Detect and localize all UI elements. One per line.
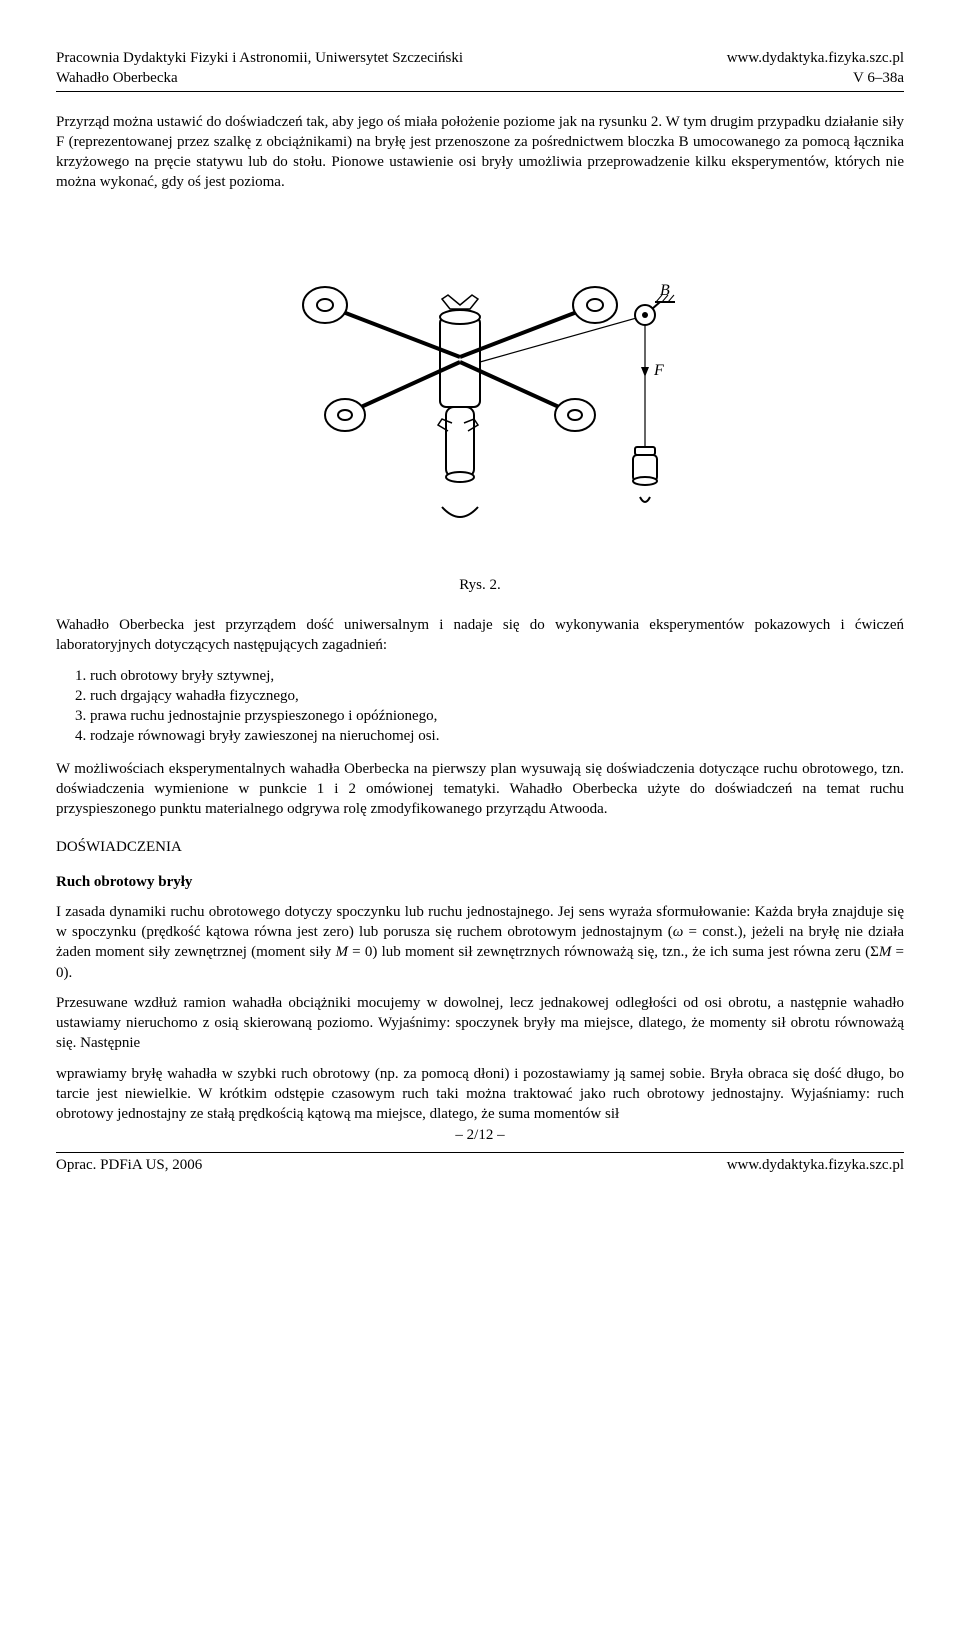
footer-page-number: – 2/12 – (455, 1125, 504, 1145)
page-header: Pracownia Dydaktyki Fizyki i Astronomii,… (56, 48, 904, 92)
topic-list: ruch obrotowy bryły sztywnej, ruch drgaj… (56, 666, 904, 747)
list-item: prawa ruchu jednostajnie przyspieszonego… (90, 706, 904, 726)
label-B: B (660, 282, 670, 299)
list-item: ruch drgający wahadła fizycznego, (90, 686, 904, 706)
header-title: Wahadło Oberbecka (56, 68, 463, 88)
list-item: rodzaje równowagi bryły zawieszonej na n… (90, 726, 904, 746)
footer-right: www.dydaktyka.fizyka.szc.pl (727, 1155, 904, 1175)
oberbeck-diagram-svg: B F (270, 217, 690, 557)
header-code: V 6–38a (727, 68, 904, 88)
section-doswiadczenia: DOŚWIADCZENIA (56, 837, 904, 857)
section-ruch-obrotowy: Ruch obrotowy bryły (56, 872, 904, 892)
header-right: www.dydaktyka.fizyka.szc.pl V 6–38a (727, 48, 904, 89)
paragraph-5: Przesuwane wzdłuż ramion wahadła obciążn… (56, 993, 904, 1054)
paragraph-4: I zasada dynamiki ruchu obrotowego dotyc… (56, 902, 904, 983)
paragraph-1: Przyrząd można ustawić do doświadczeń ta… (56, 112, 904, 193)
symbol-M: M (335, 944, 348, 960)
symbol-omega: ω (673, 924, 684, 940)
figure-2: B F (56, 217, 904, 563)
paragraph-2: Wahadło Oberbecka jest przyrządem dość u… (56, 615, 904, 656)
label-F: F (653, 362, 664, 379)
page-footer: Oprac. PDFiA US, 2006 www.dydaktyka.fizy… (56, 1152, 904, 1175)
paragraph-6: wprawiamy bryłę wahadła w szybki ruch ob… (56, 1064, 904, 1125)
symbol-M: M (879, 944, 892, 960)
header-left: Pracownia Dydaktyki Fizyki i Astronomii,… (56, 48, 463, 89)
text-span: = 0) lub moment sił zewnętrznych równowa… (348, 944, 879, 960)
figure-2-caption: Rys. 2. (56, 575, 904, 595)
header-url: www.dydaktyka.fizyka.szc.pl (727, 48, 904, 68)
list-item: ruch obrotowy bryły sztywnej, (90, 666, 904, 686)
header-affiliation: Pracownia Dydaktyki Fizyki i Astronomii,… (56, 48, 463, 68)
footer-left: Oprac. PDFiA US, 2006 (56, 1155, 202, 1175)
paragraph-3: W możliwościach eksperymentalnych wahadł… (56, 759, 904, 820)
